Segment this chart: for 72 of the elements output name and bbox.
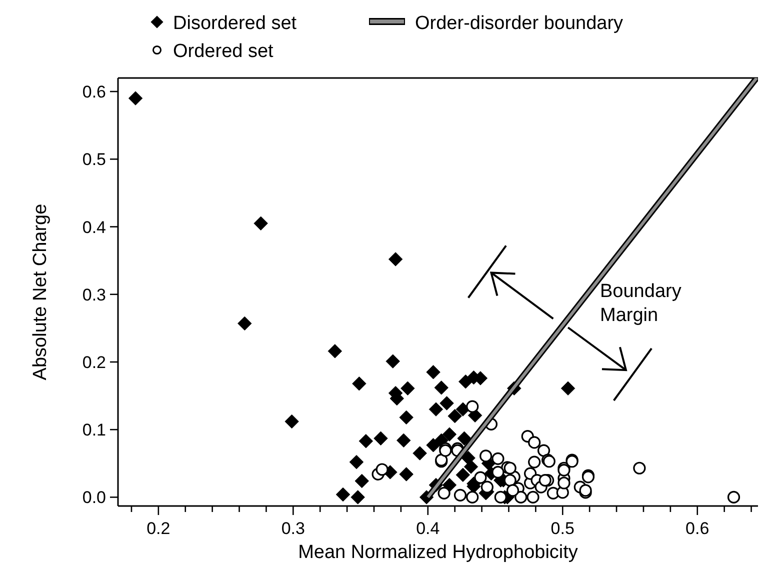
point: [428, 402, 444, 416]
point: [374, 431, 388, 446]
point: [492, 452, 504, 465]
y-axis-title: Absolute Net Charge: [30, 204, 51, 380]
point: [466, 400, 479, 413]
y-tick-label: 0.5: [82, 150, 106, 170]
point: [238, 316, 252, 331]
point: [354, 474, 369, 488]
point: [386, 354, 400, 368]
point: [464, 460, 478, 474]
point: [438, 486, 450, 500]
x-tick-label: 0.4: [416, 519, 440, 538]
point: [254, 216, 268, 230]
point: [528, 436, 541, 449]
point: [560, 381, 576, 396]
point: [448, 408, 462, 424]
x-tick-label: 0.3: [281, 519, 305, 538]
point: [284, 414, 299, 429]
legend-label: Disordered set: [173, 13, 298, 34]
y-tick-label: 0.4: [82, 218, 106, 237]
point: [528, 456, 541, 468]
point: [537, 444, 550, 457]
point: [350, 490, 365, 504]
point: [376, 463, 388, 476]
point: [506, 484, 520, 497]
y-tick-label: 0.2: [82, 352, 106, 372]
point: [480, 480, 494, 494]
point: [358, 434, 374, 448]
point: [538, 474, 552, 487]
point: [396, 433, 411, 448]
x-tick-label: 0.5: [550, 519, 574, 538]
y-tick-label: 0.3: [82, 285, 106, 304]
x-tick-label: 0.2: [146, 519, 170, 538]
point: [440, 396, 454, 410]
point: [349, 454, 364, 470]
point: [400, 381, 415, 396]
legend-label: Order-disorder boundary: [415, 13, 624, 34]
point: [504, 474, 516, 487]
annotation: Boundary Margin: [600, 281, 682, 326]
y-tick-label: 0.0: [82, 488, 106, 508]
point: [727, 490, 740, 504]
point: [426, 365, 440, 380]
point: [504, 462, 516, 474]
point: [558, 476, 570, 490]
point: [412, 446, 427, 460]
point: [352, 376, 366, 391]
x-axis-title: Mean Normalized Hydrophobicity: [298, 542, 578, 563]
y-tick-label: 0.1: [82, 420, 106, 440]
point: [128, 91, 143, 106]
point: [399, 467, 414, 482]
point: [434, 380, 448, 395]
point: [426, 438, 440, 452]
point: [480, 450, 492, 462]
point: [456, 468, 470, 482]
point: [474, 471, 487, 484]
point: [633, 462, 646, 474]
point: [492, 466, 504, 478]
point: [526, 490, 540, 504]
point: [454, 488, 467, 502]
point: [514, 490, 528, 504]
point: [457, 431, 472, 446]
point: [456, 402, 470, 416]
point: [388, 252, 403, 266]
x-tick-label: 0.6: [686, 519, 710, 538]
point: [328, 344, 342, 358]
point: [466, 490, 479, 504]
legend-label: Ordered set: [173, 41, 274, 62]
point: [442, 427, 457, 442]
point: [336, 487, 350, 502]
point: [494, 490, 507, 504]
point: [399, 410, 414, 425]
y-tick-label: 0.6: [82, 82, 106, 102]
